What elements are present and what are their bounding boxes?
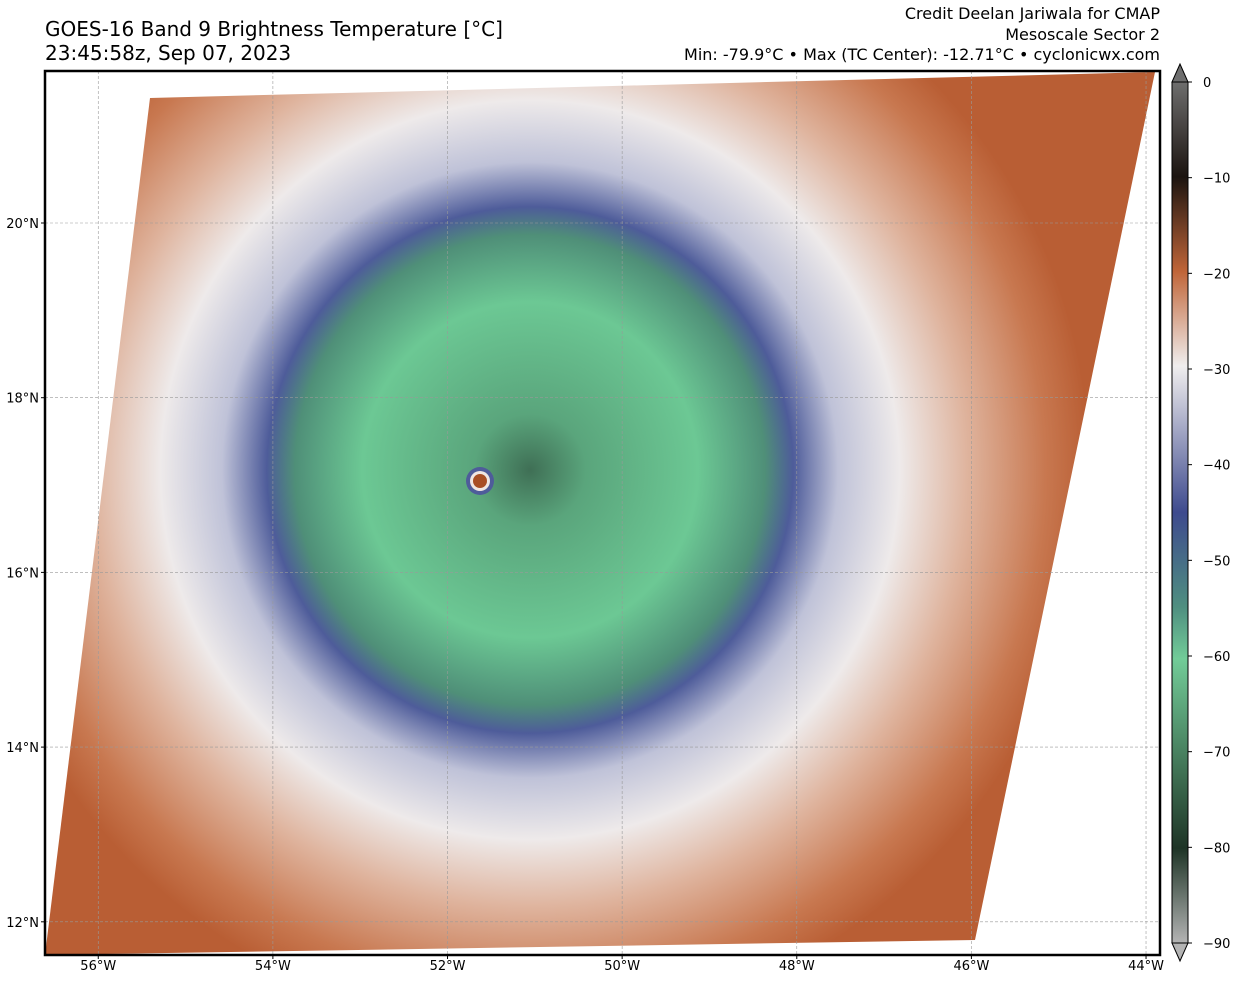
- credit: Credit Deelan Jariwala for CMAP: [905, 4, 1160, 23]
- y-tick-label: 20°N: [6, 217, 39, 232]
- x-tick-label: 56°W: [80, 959, 116, 974]
- colorbar-tick-label: −10: [1203, 172, 1230, 187]
- stats: Min: -79.9°C • Max (TC Center): -12.71°C…: [684, 45, 1160, 64]
- y-tick-label: 18°N: [6, 392, 39, 407]
- x-tick-label: 52°W: [430, 959, 466, 974]
- x-tick-label: 44°W: [1128, 959, 1164, 974]
- colorbar-tick-label: −50: [1203, 554, 1230, 569]
- colorbar-tick-label: −20: [1203, 267, 1230, 282]
- y-tick-label: 12°N: [6, 916, 39, 931]
- colorbar-tick-label: −70: [1203, 746, 1230, 761]
- sector: Mesoscale Sector 2: [1005, 25, 1160, 44]
- y-tick-label: 16°N: [6, 566, 39, 581]
- colorbar-tick-label: −30: [1203, 363, 1230, 378]
- colorbar-bar: [1171, 81, 1189, 944]
- x-tick-label: 48°W: [779, 959, 815, 974]
- colorbar-tick-label: −80: [1203, 841, 1230, 856]
- colorbar-tick-label: −40: [1203, 459, 1230, 474]
- title: GOES-16 Band 9 Brightness Temperature [°…: [45, 17, 503, 41]
- x-tick-label: 54°W: [255, 959, 291, 974]
- imagery: [45, 72, 1155, 955]
- timestamp: 23:45:58z, Sep 07, 2023: [45, 41, 291, 65]
- satellite-swath: [45, 72, 1155, 955]
- colorbar-tick-label: 0: [1203, 76, 1211, 91]
- colorbar-tick-label: −60: [1203, 650, 1230, 665]
- graticule: [45, 71, 1160, 955]
- x-tick-label: 46°W: [953, 959, 989, 974]
- colorbar: [1171, 62, 1189, 963]
- colorbar-extend-bottom: [1171, 942, 1189, 963]
- x-tick-label: 50°W: [604, 959, 640, 974]
- map-frame: [43, 69, 1162, 957]
- colorbar-extend-top: [1171, 62, 1189, 83]
- y-tick-label: 14°N: [6, 741, 39, 756]
- colorbar-tick-label: −90: [1203, 937, 1230, 952]
- eye: [473, 474, 487, 488]
